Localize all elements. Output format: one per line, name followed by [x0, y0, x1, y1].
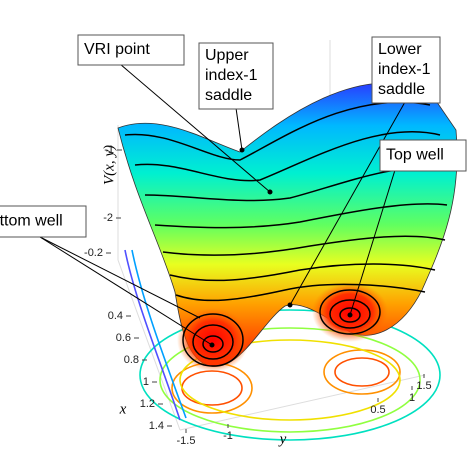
z-tick-label: -1	[104, 144, 114, 156]
x-axis-label: x	[119, 401, 127, 417]
annotation: Lower index-1 saddle	[371, 36, 441, 104]
surface	[117, 82, 458, 367]
annotation-text: Bottom well	[0, 213, 63, 230]
y-tick-label: 0.5	[370, 404, 385, 416]
x-tick-label: -0.2	[84, 247, 103, 259]
annotation: Upper index-1 saddle	[198, 42, 274, 110]
x-tick-label: 1.4	[149, 420, 164, 432]
bottom-well	[177, 308, 249, 372]
floor-contours	[124, 249, 441, 441]
z-tick-label: -2	[103, 212, 113, 224]
annotation-box	[0, 205, 87, 238]
annotation-box	[371, 36, 441, 104]
y-tick-label: 1	[409, 392, 415, 404]
annotation: VRI point	[77, 34, 185, 66]
annotation: Top well	[379, 139, 467, 172]
annotation-text: Top well	[386, 147, 444, 164]
annotation-box	[77, 34, 185, 66]
annotation-text: VRI point	[84, 41, 150, 58]
annotation-arrows	[39, 63, 406, 348]
top-well	[312, 282, 388, 342]
y-axis-label: y	[278, 431, 287, 447]
annotation: Bottom well	[0, 205, 87, 238]
annotation-box	[198, 42, 274, 110]
x-tick-label: 1	[143, 376, 149, 388]
annotation-text: Upper index-1 saddle	[205, 47, 258, 104]
annotation-box	[379, 139, 467, 172]
z-axis-label: V(x, y)	[101, 145, 117, 185]
y-tick-label: -1	[223, 430, 233, 442]
y-tick-label: -1.5	[177, 435, 196, 447]
x-tick-label: 0.4	[108, 310, 123, 322]
x-tick-label: 0.8	[124, 354, 139, 366]
x-tick-label: 1.2	[140, 398, 155, 410]
x-tick-label: 0.6	[116, 332, 131, 344]
y-tick-label: 1.5	[416, 380, 431, 392]
annotation-text: Lower index-1 saddle	[378, 41, 431, 98]
